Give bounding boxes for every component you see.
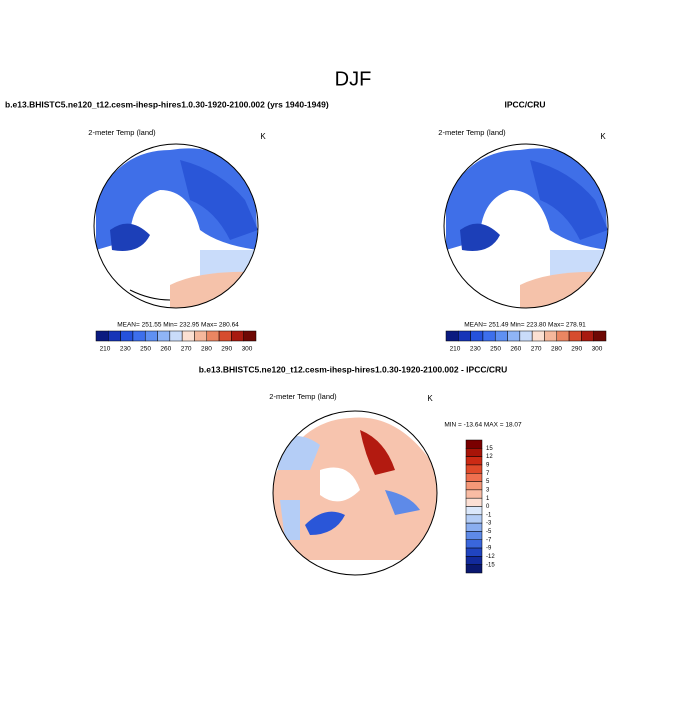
colorbar-label: 250	[140, 346, 151, 353]
colorbar-label: 1	[486, 496, 490, 502]
colorbar-label: -5	[486, 529, 492, 535]
panel-units: K	[427, 394, 433, 403]
colorbar-box	[108, 330, 121, 342]
map	[94, 144, 258, 308]
colorbar-label: 5	[486, 479, 490, 485]
colorbar-label: -1	[486, 512, 492, 518]
colorbar-label: 300	[592, 346, 603, 353]
colorbar-box	[465, 564, 483, 574]
colorbar-label: 250	[490, 346, 501, 353]
colorbar-box	[218, 330, 232, 342]
colorbar-box	[465, 547, 483, 557]
panel-stats: MEAN= 251.55 Min= 232.95 Max= 280.64	[117, 322, 239, 329]
map	[444, 144, 608, 308]
colorbar-box	[507, 330, 521, 342]
colorbar-box	[465, 531, 483, 540]
colorbar-box	[465, 448, 483, 457]
colorbar-box	[465, 539, 483, 549]
colorbar-label: 210	[450, 346, 461, 353]
panel-stats: MEAN= 251.49 Min= 223.80 Max= 278.91	[464, 322, 586, 329]
colorbar-label: 230	[120, 346, 131, 353]
panel-stats: MIN = -13.64 MAX = 18.07	[444, 422, 522, 429]
colorbar-box	[544, 330, 558, 342]
colorbar-box	[445, 330, 459, 342]
colorbar-box	[120, 330, 134, 342]
colorbar-box	[206, 330, 220, 342]
colorbar-box	[465, 481, 483, 491]
panel-subtitle: 2-meter Temp (land)	[438, 128, 506, 137]
colorbar-label: 7	[486, 471, 490, 477]
colorbar-box	[519, 330, 533, 342]
colorbar-box	[465, 464, 483, 474]
colorbar-box	[593, 330, 607, 342]
figure-title: DJF	[335, 68, 372, 90]
colorbar-box	[531, 330, 545, 342]
colorbars: 210 230 250 260 270 280 290 300 210 230 250 260 270 2…	[95, 330, 607, 574]
colorbar-label: -3	[486, 521, 492, 527]
colorbar-box	[465, 439, 483, 449]
panel-units: K	[600, 132, 606, 141]
map-border	[93, 143, 259, 309]
colorbar-box	[494, 330, 508, 342]
colorbar-label: -15	[486, 562, 495, 568]
colorbar-label: -7	[486, 537, 492, 543]
colorbar-box	[132, 330, 146, 342]
colorbar-box	[465, 489, 483, 499]
colorbar-box	[465, 556, 483, 565]
colorbar-box	[470, 330, 484, 342]
colorbar-label: 15	[486, 446, 493, 452]
colorbar-label: 210	[100, 346, 111, 353]
colorbar-box	[458, 330, 471, 342]
colorbar-label: 230	[470, 346, 481, 353]
panel-title: b.e13.BHISTC5.ne120_t12.cesm-ihesp-hires…	[199, 364, 508, 374]
colorbar-box	[243, 330, 257, 342]
colorbar-box	[157, 330, 171, 342]
panel-title: IPCC/CRU	[504, 99, 545, 109]
colorbar-box	[581, 330, 594, 342]
panel-title: b.e13.BHISTC5.ne120_t12.cesm-ihesp-hires…	[5, 99, 329, 109]
map-border	[443, 143, 609, 309]
colorbar-box	[465, 506, 483, 516]
colorbar-box	[169, 330, 183, 342]
colorbar-label: 280	[551, 346, 562, 353]
colorbar-label: 270	[531, 346, 542, 353]
colorbar-label: 9	[486, 463, 490, 469]
colorbar-box	[465, 514, 483, 524]
panel-subtitle: 2-meter Temp (land)	[269, 392, 337, 401]
colorbar-box	[465, 473, 483, 482]
colorbar-box	[465, 522, 483, 532]
colorbar-box	[194, 330, 208, 342]
colorbar-box	[144, 330, 158, 342]
colorbar-box	[568, 330, 582, 342]
colorbar-label: 300	[242, 346, 253, 353]
colorbar-box	[556, 330, 570, 342]
colorbar-label: -9	[486, 546, 492, 552]
colorbar-label: 260	[510, 346, 521, 353]
colorbar-label: 280	[201, 346, 212, 353]
map-border	[272, 410, 438, 576]
colorbar-box	[482, 330, 496, 342]
colorbar-label: 290	[221, 346, 232, 353]
colorbar-box	[95, 330, 109, 342]
colorbar-label: -12	[486, 554, 495, 560]
panel-units: K	[260, 132, 266, 141]
colorbar-label: 290	[571, 346, 582, 353]
colorbar-label: 3	[486, 487, 490, 493]
colorbar-label: 260	[160, 346, 171, 353]
panel-subtitle: 2-meter Temp (land)	[88, 128, 156, 137]
colorbar-box	[231, 330, 244, 342]
colorbar-label: 0	[486, 504, 490, 510]
colorbar-box	[181, 330, 195, 342]
map	[273, 411, 437, 575]
colorbar-label: 12	[486, 454, 493, 460]
colorbar-box	[465, 497, 483, 507]
colorbar-box	[465, 456, 483, 466]
colorbar-label: 270	[181, 346, 192, 353]
